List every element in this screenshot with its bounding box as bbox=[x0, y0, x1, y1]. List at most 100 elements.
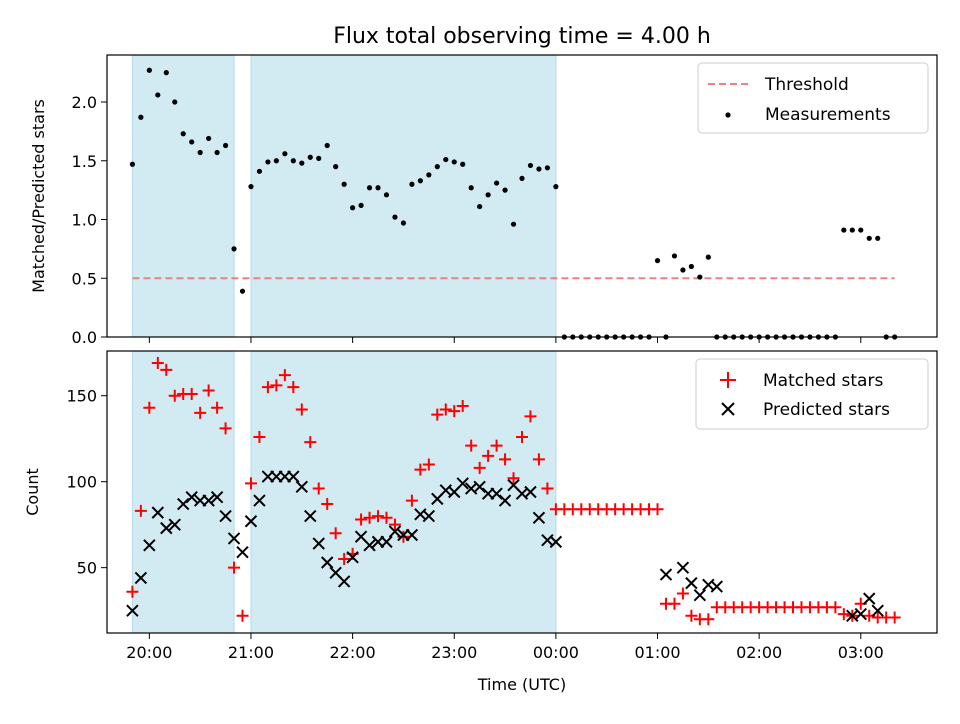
measurement-point bbox=[866, 235, 872, 241]
matched-star-point bbox=[202, 384, 215, 397]
matched-star-point bbox=[541, 482, 554, 495]
measurement-point bbox=[333, 164, 339, 170]
measurement-point bbox=[443, 156, 449, 163]
measurement-point bbox=[197, 149, 203, 156]
matched-star-point bbox=[321, 498, 334, 511]
bottom-legend: Matched stars Predicted stars bbox=[695, 358, 929, 430]
measurement-point bbox=[451, 159, 457, 165]
matched-star-point bbox=[244, 477, 257, 490]
measurement-point bbox=[858, 227, 864, 233]
measurement-point bbox=[375, 185, 381, 191]
predicted-star-point bbox=[219, 509, 232, 523]
measurement-point bbox=[460, 161, 466, 167]
x-tick-label: 01:00 bbox=[634, 643, 680, 662]
matched-star-point bbox=[482, 449, 495, 462]
measurements-legend-label: Measurements bbox=[765, 105, 891, 125]
measurement-point bbox=[180, 131, 186, 137]
predicted-star-point bbox=[422, 509, 436, 523]
predicted-star-point bbox=[473, 480, 486, 494]
measurement-point bbox=[273, 158, 279, 164]
top-y-tick-label: 1.0 bbox=[72, 211, 97, 230]
measurement-point bbox=[366, 185, 373, 191]
measurement-point bbox=[239, 288, 246, 294]
measurement-point bbox=[849, 227, 855, 233]
x-tick-label: 22:00 bbox=[330, 643, 376, 662]
measurement-point bbox=[163, 70, 169, 76]
measurement-point bbox=[502, 187, 508, 193]
measurement-point bbox=[383, 192, 390, 198]
matched-star-point bbox=[261, 381, 274, 394]
bottom-axes-frame bbox=[106, 350, 938, 634]
measurement-point bbox=[434, 164, 440, 170]
measurement-point bbox=[875, 235, 881, 241]
top-legend-box bbox=[697, 62, 929, 134]
matched-star-point bbox=[363, 511, 376, 524]
predicted-star-point bbox=[549, 535, 563, 549]
matched-star-point bbox=[185, 387, 198, 400]
matched-star-point bbox=[329, 527, 342, 540]
matched-star-point bbox=[456, 400, 469, 413]
matched-star-point bbox=[143, 401, 156, 414]
matched-star-point bbox=[524, 410, 537, 423]
matched-star-point bbox=[668, 597, 681, 610]
bottom-plot-area bbox=[126, 357, 901, 626]
predicted-star-point bbox=[126, 604, 139, 617]
matched-star-point bbox=[414, 463, 427, 476]
measurement-point bbox=[138, 114, 144, 120]
matched-star-point bbox=[516, 430, 528, 443]
matched-star-point bbox=[312, 482, 325, 495]
predicted-star-point bbox=[227, 532, 241, 545]
predicted-star-point bbox=[151, 506, 165, 519]
predicted-star-point bbox=[295, 480, 309, 494]
measurement-point bbox=[705, 254, 711, 260]
matched-star-point bbox=[405, 494, 418, 507]
bottom-y-tick-label: 50 bbox=[77, 559, 97, 578]
x-tick-label: 03:00 bbox=[838, 643, 884, 662]
measurement-point bbox=[417, 178, 423, 184]
top-shaded-intervals bbox=[131, 54, 557, 338]
bottom-shaded-interval bbox=[250, 350, 557, 634]
top-y-tick-label: 0.5 bbox=[72, 269, 97, 288]
measurement-point bbox=[553, 184, 559, 190]
measurement-point bbox=[688, 263, 694, 270]
x-tick-label: 21:00 bbox=[228, 643, 274, 662]
matched-star-point bbox=[278, 369, 291, 382]
matched-star-point bbox=[253, 430, 266, 443]
matched-star-point bbox=[228, 561, 241, 574]
measurement-point bbox=[282, 151, 288, 157]
measurement-point bbox=[536, 166, 542, 172]
predicted-star-point bbox=[380, 535, 393, 549]
matched-star-point bbox=[448, 405, 461, 418]
matched-star-point bbox=[211, 401, 224, 414]
measurement-point bbox=[206, 135, 212, 142]
predicted-star-point bbox=[710, 580, 724, 593]
measurement-point bbox=[400, 220, 407, 226]
matched-star-point bbox=[338, 553, 351, 566]
matched-star-point bbox=[422, 458, 435, 471]
predicted-star-point bbox=[253, 494, 266, 507]
measurement-point bbox=[527, 162, 534, 169]
predicted-star-point bbox=[337, 575, 351, 588]
measurement-point bbox=[544, 165, 551, 171]
predicted-star-point bbox=[177, 497, 190, 511]
predicted-star-point bbox=[659, 568, 673, 581]
top-shaded-interval bbox=[250, 54, 557, 338]
measurement-point bbox=[671, 253, 678, 259]
predicted-star-point bbox=[202, 494, 215, 507]
measurement-point bbox=[468, 185, 474, 191]
x-tick-label: 20:00 bbox=[126, 643, 172, 662]
bottom-y-axis-label: Count bbox=[23, 468, 42, 516]
matched-star-point bbox=[372, 510, 385, 523]
bottom-panel: 50 100 150 20:00 21:00 22:00 23:00 00:00 01:00 0… bbox=[23, 350, 938, 694]
measurements-legend-swatch bbox=[725, 112, 731, 118]
matched-star-point bbox=[295, 403, 308, 416]
measurement-point bbox=[510, 221, 517, 227]
measurement-point bbox=[222, 142, 229, 149]
matched-legend-swatch bbox=[720, 372, 736, 388]
x-tick-label: 00:00 bbox=[533, 643, 579, 662]
measurement-point bbox=[146, 67, 152, 73]
predicted-star-point bbox=[871, 604, 884, 617]
matched-star-point bbox=[837, 608, 850, 621]
predicted-star-point bbox=[287, 470, 300, 483]
measurement-point bbox=[172, 99, 178, 105]
